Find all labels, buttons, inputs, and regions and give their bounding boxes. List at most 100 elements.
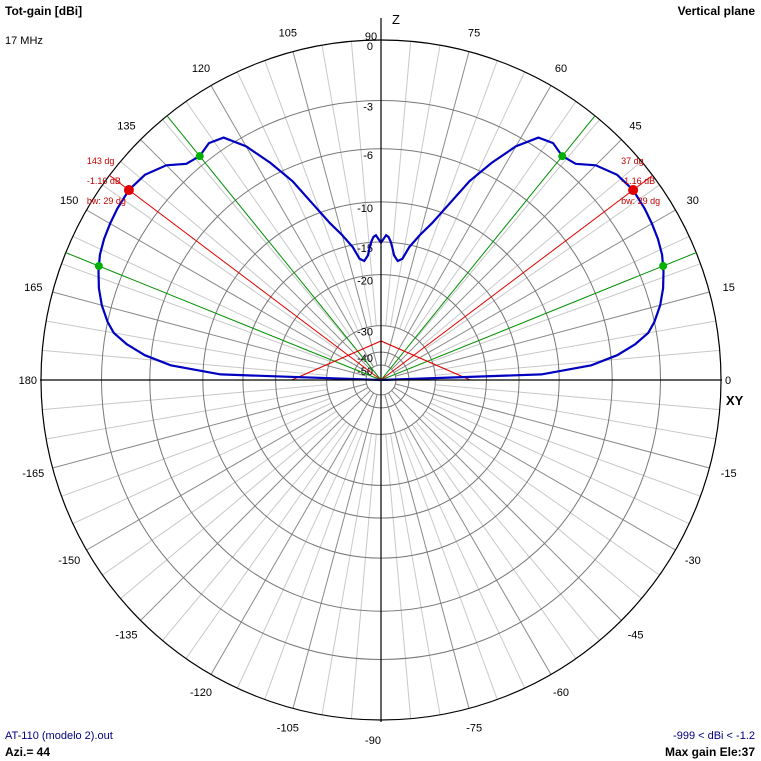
radial-gridline [415,119,600,339]
radial-gridline [210,392,374,675]
radial-gridline [430,235,690,358]
radial-gridline [399,60,498,330]
radial-gridline [350,41,377,326]
chart-title: Tot-gain [dBi] [5,4,83,18]
radial-gridline [42,349,327,376]
angle-tick-label: -120 [190,687,212,699]
radial-gridline [388,85,552,368]
beamwidth-lines [65,115,697,381]
angle-tick-label: -105 [277,723,299,735]
radial-gridline [388,392,552,675]
radial-gridline [422,161,642,346]
radial-gridline [86,387,369,551]
radial-gridline [389,433,441,715]
radial-gridline [102,410,337,576]
ring-label: -3 [363,102,373,114]
beamwidth-marker [558,152,567,161]
radial-gridline [393,209,676,373]
angle-tick-label: 150 [60,195,78,207]
beamwidth-marker [195,152,204,161]
ring-label: -20 [357,276,373,288]
radial-gridline [391,390,622,621]
max-gain-value-label: -1.16 dB [621,176,655,186]
max-gain-line [109,174,382,381]
radial-gridline [46,388,328,440]
radial-gridline [120,161,340,346]
ring-label: -30 [357,327,373,339]
radial-gridline [46,320,328,372]
max-gain-marker [123,185,134,196]
plane-label: Vertical plane [677,4,755,18]
beamwidth-marker [94,262,103,271]
beamwidth-line [65,252,382,381]
markers [94,152,668,271]
beamwidth-line [380,115,596,381]
max-gain-lines [109,174,653,381]
file-name: AT-110 (modelo 2).out [5,730,113,742]
radial-gridline [385,434,412,719]
radial-gridline [120,414,340,599]
angle-tick-label: -45 [628,630,644,642]
radial-gridline [434,388,716,440]
radial-gridline [411,424,577,659]
angle-tick-label: 105 [279,27,297,39]
radial-gridlines [41,40,721,720]
radial-gridline [61,398,331,497]
radial-gridline [61,263,331,362]
angle-tick-label: -60 [553,687,569,699]
angle-tick-label: 15 [723,282,735,294]
radial-gridline [384,51,470,366]
radial-gridline [102,184,337,350]
radial-gridline [430,402,690,525]
radial-gridline [264,60,363,330]
radial-gridline [162,421,347,641]
angle-tick-label: 45 [629,120,641,132]
angle-tick-label: 165 [24,282,42,294]
ring-label: -6 [363,150,373,162]
radial-gridline [72,402,332,525]
radial-gridline [162,119,347,339]
angle-tick-label: -15 [721,468,737,480]
max-gain-line [380,174,653,381]
radial-gridline [385,41,412,326]
ring-labels: 0-3-6-10-15-20-30-40-50 [357,41,373,378]
radial-gridline [52,383,367,469]
angle-tick-label: 180 [19,375,37,387]
radial-gridline [86,209,369,373]
beamwidth-line [380,252,697,381]
radial-gridline [292,394,378,709]
frequency-label: 17 MHz [5,35,43,47]
radial-gridline [403,71,526,331]
xy-axis-label: XY [726,393,744,408]
radial-gridline [350,434,377,719]
radial-gridline [422,414,642,599]
radial-gridline [425,410,660,576]
max-gain-angle-label: 37 dg [621,156,644,166]
angle-labels: 0153045607590105120135150165180-165-150-… [19,27,737,747]
angle-tick-label: -150 [58,555,80,567]
gain-range: -999 < dBi < -1.2 [673,730,755,742]
radial-gridline [431,398,701,497]
angle-tick-label: -30 [685,555,701,567]
ring-label: 0 [367,41,373,53]
angle-tick-label: 90 [365,31,377,43]
angle-tick-label: 60 [555,63,567,75]
radial-gridline [321,45,373,327]
radial-gridline [210,85,374,368]
radial-gridline [236,429,359,689]
beamwidth-label: bw: 29 dg [87,196,126,206]
azimuth-label: Azi.= 44 [5,745,51,759]
max-gain-angle-label: 143 dg [87,156,115,166]
ring-label: -10 [357,203,373,215]
max-gain-label: Max gain Ele:37 [664,745,755,759]
radial-gridline [399,430,498,700]
angle-tick-label: 120 [192,63,210,75]
radial-gridline [434,320,716,372]
radial-gridline [425,184,660,350]
max-gain-value-label: -1.16 dB [87,176,121,186]
beamwidth-line [166,115,382,381]
beamwidth-marker [659,262,668,271]
beamwidth-label: bw: 29 dg [621,196,660,206]
radial-gridline [292,51,378,366]
